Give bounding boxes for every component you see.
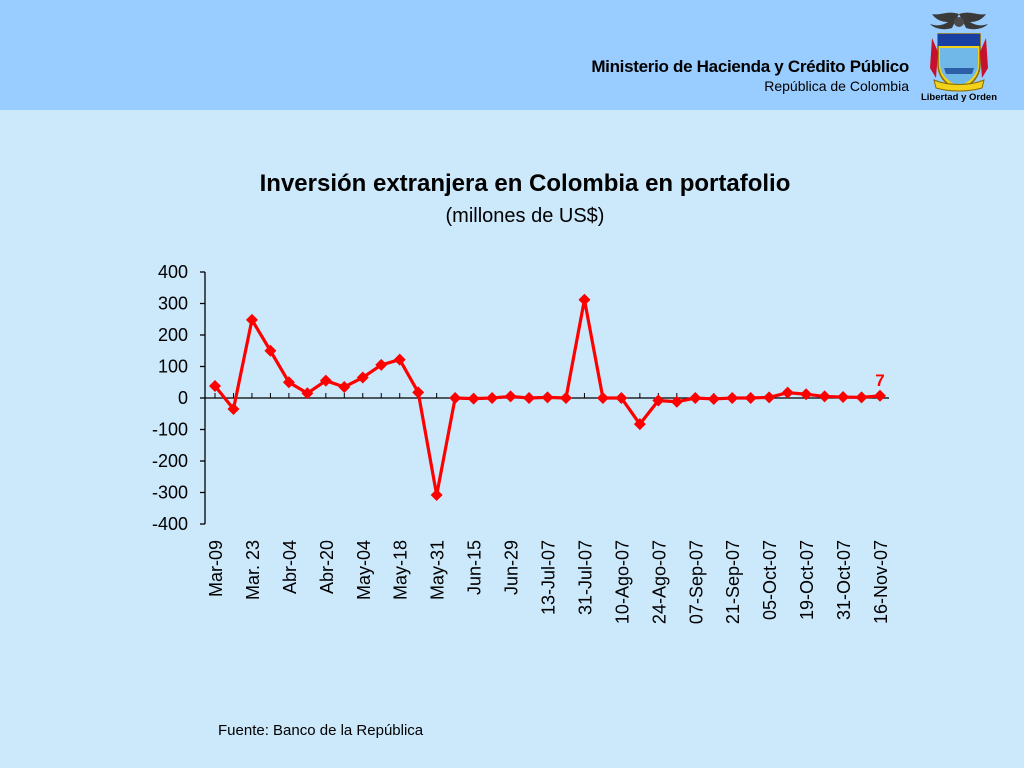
line-chart: 400 300 200 100 0 -100 -200 -300 -400 Mar-09 Mar. … xyxy=(152,262,891,624)
data-point xyxy=(209,380,221,393)
x-tick-label: 10-Ago-07 xyxy=(612,540,632,624)
y-tick-label: -300 xyxy=(152,483,188,503)
chart-subtitle: (millones de US$) xyxy=(445,205,605,227)
data-point xyxy=(837,391,850,404)
data-point xyxy=(449,392,462,404)
data-point xyxy=(430,489,443,502)
y-tick-label: -400 xyxy=(152,514,188,534)
data-point xyxy=(375,358,388,371)
data-point xyxy=(319,374,332,387)
data-point xyxy=(338,380,351,393)
x-tick-label: Jun-15 xyxy=(465,540,485,595)
ministry-name: Ministerio de Hacienda y Crédito Público xyxy=(591,57,909,76)
chart-title: Inversión extranjera en Colombia en port… xyxy=(259,170,791,197)
x-tick-label: 24-Ago-07 xyxy=(649,540,669,624)
y-tick-label: 100 xyxy=(158,357,188,377)
x-tick-label: 31-Jul-07 xyxy=(575,540,595,615)
data-point xyxy=(467,392,480,405)
data-point xyxy=(855,391,868,404)
data-point xyxy=(504,390,517,403)
y-tick-label: -200 xyxy=(152,451,188,471)
x-tick-label: 05-Oct-07 xyxy=(760,540,780,620)
data-point xyxy=(763,391,776,404)
data-label: 7 xyxy=(875,371,884,390)
y-tick-label: -100 xyxy=(152,420,188,440)
country-name: República de Colombia xyxy=(764,78,909,94)
x-tick-label: 07-Sep-07 xyxy=(686,540,706,624)
data-point xyxy=(541,391,554,404)
data-point xyxy=(874,389,886,402)
data-point xyxy=(264,344,277,357)
x-tick-label: Abr-20 xyxy=(317,540,337,594)
data-point xyxy=(800,388,813,401)
data-point xyxy=(301,387,314,400)
data-point xyxy=(559,392,572,404)
x-tick-label: Jun-29 xyxy=(502,540,522,595)
x-tick-label: Mar-09 xyxy=(206,540,226,597)
x-tick-label: Mar. 23 xyxy=(243,540,263,600)
y-tick-label: 300 xyxy=(158,294,188,314)
x-tick-label: May-31 xyxy=(428,540,448,600)
data-point xyxy=(615,392,628,404)
data-point xyxy=(670,395,683,408)
x-tick-label: 31-Oct-07 xyxy=(834,540,854,620)
data-point xyxy=(523,392,536,404)
data-point xyxy=(245,313,258,326)
ministry-block: Ministerio de Hacienda y Crédito Público… xyxy=(591,57,909,95)
x-tick-label: May-18 xyxy=(391,540,411,600)
source-note: Fuente: Banco de la República xyxy=(218,722,424,739)
data-point xyxy=(486,392,499,404)
x-tick-label: 21-Sep-07 xyxy=(723,540,743,624)
data-point xyxy=(707,392,720,405)
data-point xyxy=(726,392,739,404)
y-tick-label: 200 xyxy=(158,325,188,345)
x-tick-label: 13-Jul-07 xyxy=(539,540,559,615)
data-point xyxy=(356,371,369,384)
data-point xyxy=(744,392,757,404)
data-point xyxy=(578,293,591,306)
header-bar xyxy=(0,0,1024,110)
data-point xyxy=(393,353,406,366)
y-tick-label: 400 xyxy=(158,262,188,282)
x-tick-label: Abr-04 xyxy=(280,540,300,594)
x-tick-label: 16-Nov-07 xyxy=(871,540,891,624)
data-point xyxy=(818,390,831,403)
data-point xyxy=(227,403,240,416)
x-tick-label: May-04 xyxy=(354,540,374,600)
data-point xyxy=(633,418,646,431)
data-point xyxy=(781,386,794,399)
data-point xyxy=(689,392,702,404)
y-tick-label: 0 xyxy=(178,388,188,408)
motto-text: Libertad y Orden xyxy=(921,92,997,103)
data-point xyxy=(596,392,609,404)
coat-of-arms-logo: Libertad y Orden xyxy=(921,12,997,103)
data-point xyxy=(282,376,295,389)
x-tick-label: 19-Oct-07 xyxy=(797,540,817,620)
data-point xyxy=(412,386,425,399)
data-point xyxy=(652,394,665,407)
